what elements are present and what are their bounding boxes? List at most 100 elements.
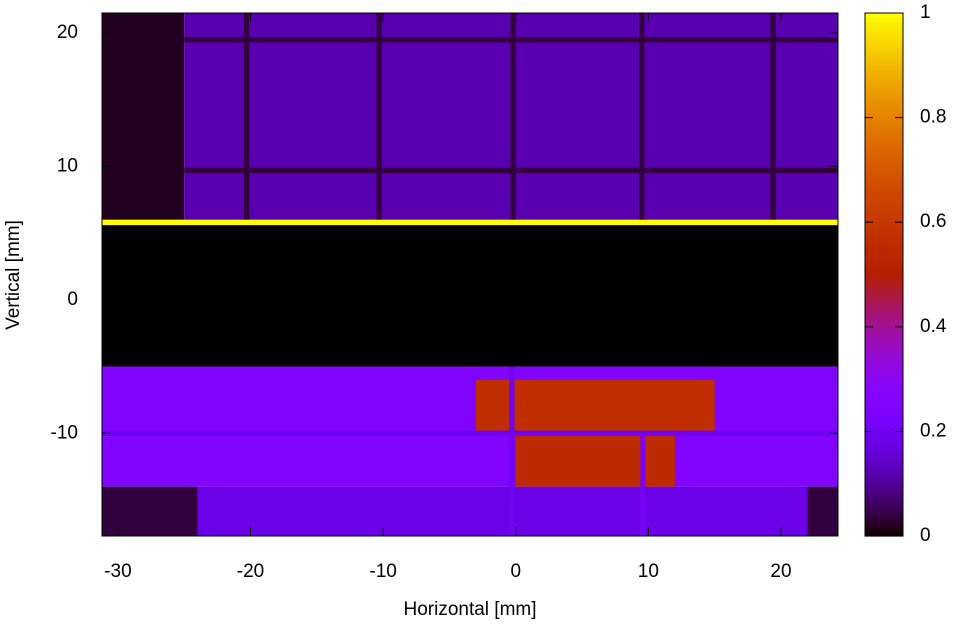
colorbar-tick-label: 0.8 [920, 107, 946, 128]
colorbar-swatch [865, 139, 903, 145]
colorbar-tick-label: 0.6 [920, 211, 946, 232]
colorbar-swatch [865, 522, 903, 528]
colorbar-swatch [865, 230, 903, 236]
colorbar-swatch [865, 30, 903, 36]
heatmap-cell [102, 486, 198, 536]
heatmap-cell [184, 37, 838, 43]
plot-frame [101, 12, 839, 537]
colorbar-swatch [865, 78, 903, 84]
colorbar-swatch [865, 335, 903, 341]
colorbar-swatch [865, 39, 903, 45]
colorbar-swatch [865, 174, 903, 180]
colorbar-swatch [865, 243, 903, 249]
colorbar-swatch [865, 514, 903, 520]
x-tick-label: -10 [369, 561, 396, 582]
colorbar-swatch [865, 431, 903, 437]
colorbar-swatch [865, 453, 903, 459]
colorbar-swatch [865, 143, 903, 149]
colorbar-tick-label: 0 [920, 525, 931, 546]
colorbar-swatch [865, 509, 903, 515]
colorbar-swatch [865, 344, 903, 350]
colorbar-swatch [865, 60, 903, 66]
colorbar-swatch [865, 396, 903, 402]
colorbar-swatch [865, 113, 903, 119]
colorbar-swatch [865, 448, 903, 454]
heatmap-cell [102, 219, 838, 226]
colorbar-swatch [865, 156, 903, 162]
colorbar-swatch [865, 392, 903, 398]
colorbar-swatch [865, 531, 903, 537]
colorbar-swatch [865, 34, 903, 40]
colorbar-swatch [865, 287, 903, 293]
x-axis-label: Horizontal [mm] [403, 599, 536, 620]
colorbar-swatch [865, 178, 903, 184]
colorbar-swatch [865, 405, 903, 411]
colorbar-swatch [865, 474, 903, 480]
colorbar-swatch [865, 505, 903, 511]
colorbar-swatch [865, 348, 903, 354]
colorbar-swatch [865, 435, 903, 441]
colorbar-swatch [865, 52, 903, 58]
colorbar-swatch [865, 74, 903, 79]
colorbar-swatch [865, 26, 903, 32]
colorbar-swatch [865, 169, 903, 175]
colorbar-swatch [865, 422, 903, 428]
colorbar-swatch [865, 318, 903, 324]
heatmap-cell [770, 13, 776, 220]
heatmap-cell [102, 430, 838, 436]
colorbar-swatch [865, 117, 903, 123]
colorbar-swatch [865, 130, 903, 136]
colorbar-swatch [865, 339, 903, 345]
colorbar-swatch [865, 527, 903, 533]
colorbar-swatch [865, 257, 903, 263]
colorbar-swatch [865, 457, 903, 463]
colorbar-swatch [865, 226, 903, 232]
colorbar-swatch [865, 152, 903, 158]
colorbar-swatch [865, 322, 903, 328]
colorbar-swatch [865, 278, 903, 284]
colorbar-tick-label: 0.2 [920, 420, 946, 441]
colorbar-swatch [865, 461, 903, 467]
colorbar-swatch [865, 370, 903, 376]
colorbar-swatch [865, 427, 903, 432]
heatmap-cell [102, 366, 838, 487]
colorbar-swatch [865, 213, 903, 219]
colorbar-swatch [865, 235, 903, 241]
colorbar-swatch [865, 126, 903, 132]
colorbar-swatch [865, 43, 903, 49]
colorbar-swatch [865, 409, 903, 415]
colorbar-swatch [865, 47, 903, 53]
heatmap-cell [515, 433, 675, 487]
colorbar-swatch [865, 470, 903, 476]
y-tick-label: -10 [51, 422, 78, 443]
colorbar-swatch [865, 374, 903, 380]
colorbar-swatch [865, 309, 903, 315]
colorbar-swatch [865, 313, 903, 319]
colorbar-swatch [865, 248, 903, 254]
heatmap-cell [640, 433, 646, 536]
colorbar-swatch [865, 239, 903, 245]
colorbar-swatch [865, 361, 903, 367]
colorbar-swatch [865, 283, 903, 289]
y-axis-label: Vertical [mm] [3, 220, 24, 330]
x-tick-label: -20 [237, 561, 264, 582]
colorbar-swatch [865, 352, 903, 358]
heatmap-cell [475, 379, 715, 434]
y-tick-label: 20 [57, 22, 78, 43]
heatmap-cell [243, 13, 250, 220]
colorbar-swatch [865, 413, 903, 419]
x-tick-label: 10 [638, 561, 659, 582]
y-tick-label: 10 [57, 155, 78, 176]
colorbar-swatch [865, 82, 903, 88]
colorbar-swatch [865, 17, 903, 23]
colorbar-swatch [865, 252, 903, 258]
colorbar-tick-label: 1 [920, 2, 931, 23]
colorbar-swatch [865, 492, 903, 498]
colorbar-swatch [865, 387, 903, 393]
colorbar-swatch [865, 21, 903, 27]
colorbar-swatch [865, 418, 903, 424]
colorbar-swatch [865, 479, 903, 485]
colorbar-swatch [865, 291, 903, 297]
colorbar-swatch [865, 196, 903, 202]
